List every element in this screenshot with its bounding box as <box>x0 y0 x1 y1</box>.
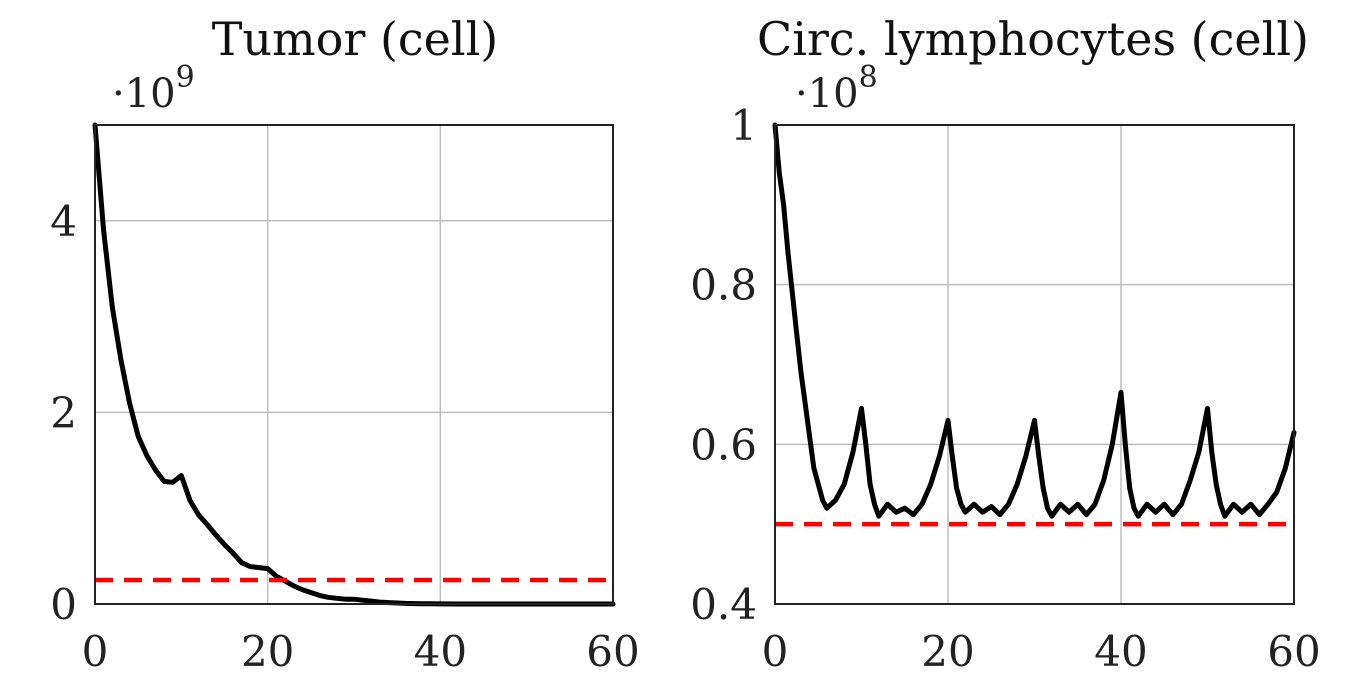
lymphocytes-series-line <box>772 122 1297 519</box>
lymphocytes-y-multiplier: ·108 <box>795 60 878 117</box>
tumor-plot-frame <box>94 124 614 605</box>
tumor-y-multiplier: ·109 <box>112 60 195 117</box>
lymphocytes-x-tick-label: 20 <box>921 627 974 676</box>
tumor-x-tick-label: 20 <box>241 627 294 676</box>
tumor-y-tick-label: 0 <box>50 580 77 629</box>
lymphocytes-y-tick-label: 0.8 <box>690 261 757 310</box>
lymphocytes-tick-labels: 0 20 40 60 0.4 0.6 0.8 1 <box>690 101 1321 676</box>
tumor-grid <box>94 125 614 605</box>
tumor-multiplier-base: ·10 <box>112 71 176 117</box>
tumor-marks <box>92 122 616 607</box>
lymphocytes-y-tick-label: 1 <box>730 101 757 150</box>
lymphocytes-x-tick-label: 40 <box>1094 627 1147 676</box>
tumor-x-tick-label: 0 <box>82 627 109 676</box>
lymphocytes-y-tick-label: 0.6 <box>690 420 757 469</box>
lymphocytes-multiplier-exponent: 8 <box>859 60 878 95</box>
lymphocytes-chart: Circ. lymphocytes (cell) ·108 0 20 40 60 0.4… <box>690 12 1321 676</box>
lymphocytes-marks <box>772 122 1297 527</box>
lymphocytes-chart-title: Circ. lymphocytes (cell) <box>757 12 1309 66</box>
tumor-x-tick-label: 60 <box>586 627 639 676</box>
tumor-chart: Tumor (cell) ·109 0 20 40 60 0 2 4 <box>50 12 639 676</box>
tumor-chart-title: Tumor (cell) <box>212 12 499 66</box>
lymphocytes-x-tick-label: 0 <box>762 627 789 676</box>
tumor-x-tick-label: 40 <box>414 627 467 676</box>
lymphocytes-x-tick-label: 60 <box>1267 627 1320 676</box>
tumor-multiplier-exponent: 9 <box>176 60 195 95</box>
tumor-y-tick-label: 2 <box>50 388 77 437</box>
lymphocytes-y-tick-label: 0.4 <box>690 580 757 629</box>
tumor-y-tick-label: 4 <box>50 197 77 246</box>
tumor-series-line <box>92 122 616 607</box>
lymphocytes-multiplier-base: ·10 <box>795 71 859 117</box>
lymphocytes-plot-frame <box>774 124 1295 605</box>
lymphocytes-grid <box>774 124 1295 605</box>
tumor-tick-labels: 0 20 40 60 0 2 4 <box>50 197 639 676</box>
